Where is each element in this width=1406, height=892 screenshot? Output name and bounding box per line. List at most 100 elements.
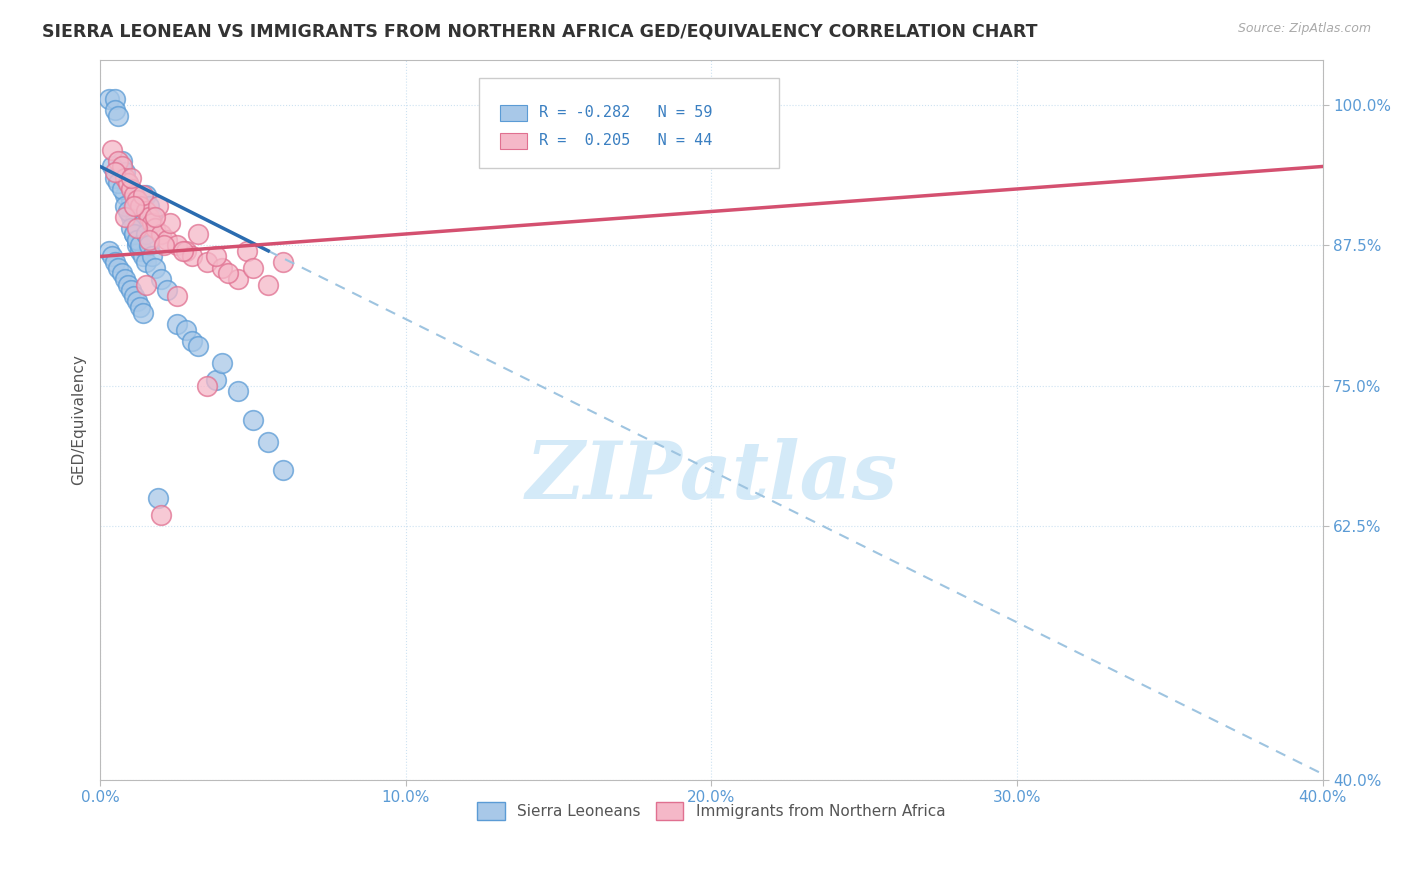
Point bbox=[135, 227, 157, 241]
Point bbox=[110, 160, 132, 174]
Point bbox=[166, 238, 188, 252]
Point bbox=[98, 244, 121, 258]
Point bbox=[166, 317, 188, 331]
Point bbox=[141, 250, 163, 264]
Text: R =  0.205   N = 44: R = 0.205 N = 44 bbox=[538, 133, 713, 148]
Point bbox=[104, 165, 127, 179]
Point bbox=[135, 255, 157, 269]
Text: ZIPatlas: ZIPatlas bbox=[526, 439, 897, 516]
Point bbox=[153, 238, 176, 252]
Point bbox=[107, 177, 129, 191]
Point bbox=[107, 260, 129, 275]
Legend: Sierra Leoneans, Immigrants from Northern Africa: Sierra Leoneans, Immigrants from Norther… bbox=[471, 796, 952, 826]
Point bbox=[125, 193, 148, 207]
Point bbox=[172, 244, 194, 258]
Point bbox=[148, 491, 170, 506]
Point bbox=[120, 210, 142, 224]
Point bbox=[156, 283, 179, 297]
Point bbox=[187, 227, 209, 241]
Point bbox=[122, 227, 145, 241]
Point bbox=[125, 233, 148, 247]
Point bbox=[117, 177, 139, 191]
Point bbox=[122, 216, 145, 230]
Bar bbox=[501, 133, 527, 149]
Point bbox=[117, 177, 139, 191]
Point bbox=[104, 103, 127, 118]
Point bbox=[120, 221, 142, 235]
Point bbox=[150, 227, 173, 241]
Point bbox=[273, 255, 295, 269]
Y-axis label: GED/Equivalency: GED/Equivalency bbox=[72, 354, 86, 485]
Point bbox=[104, 92, 127, 106]
Point bbox=[159, 216, 181, 230]
Point bbox=[242, 412, 264, 426]
Point bbox=[132, 187, 155, 202]
Point bbox=[128, 238, 150, 252]
Point bbox=[218, 266, 240, 280]
Text: SIERRA LEONEAN VS IMMIGRANTS FROM NORTHERN AFRICA GED/EQUIVALENCY CORRELATION CH: SIERRA LEONEAN VS IMMIGRANTS FROM NORTHE… bbox=[42, 22, 1038, 40]
Point bbox=[110, 182, 132, 196]
Point bbox=[122, 199, 145, 213]
Point bbox=[110, 153, 132, 168]
Point bbox=[236, 244, 259, 258]
Point bbox=[195, 379, 218, 393]
Point bbox=[120, 182, 142, 196]
Point bbox=[122, 227, 145, 241]
Point bbox=[114, 170, 136, 185]
Point bbox=[143, 221, 166, 235]
Point bbox=[107, 109, 129, 123]
Point bbox=[107, 153, 129, 168]
Point bbox=[98, 92, 121, 106]
Point bbox=[195, 255, 218, 269]
Point bbox=[101, 160, 124, 174]
Point bbox=[101, 250, 124, 264]
Point bbox=[128, 244, 150, 258]
Point bbox=[114, 272, 136, 286]
Point bbox=[125, 294, 148, 309]
Text: Source: ZipAtlas.com: Source: ZipAtlas.com bbox=[1237, 22, 1371, 36]
Point bbox=[125, 233, 148, 247]
Point bbox=[114, 199, 136, 213]
Point bbox=[122, 289, 145, 303]
Point bbox=[138, 199, 160, 213]
Point bbox=[211, 260, 233, 275]
Point bbox=[128, 199, 150, 213]
Point bbox=[125, 221, 148, 235]
Point bbox=[114, 210, 136, 224]
Point bbox=[273, 463, 295, 477]
Point bbox=[226, 384, 249, 399]
Point bbox=[125, 238, 148, 252]
Point bbox=[187, 339, 209, 353]
Point bbox=[205, 373, 228, 387]
Point bbox=[135, 204, 157, 219]
Point bbox=[117, 204, 139, 219]
Point bbox=[150, 508, 173, 523]
Point bbox=[120, 170, 142, 185]
Point bbox=[135, 277, 157, 292]
FancyBboxPatch shape bbox=[479, 78, 779, 168]
Point bbox=[132, 306, 155, 320]
Point bbox=[174, 244, 197, 258]
Point bbox=[117, 277, 139, 292]
Point bbox=[114, 187, 136, 202]
Point bbox=[143, 260, 166, 275]
Point bbox=[257, 277, 280, 292]
Point bbox=[138, 238, 160, 252]
Point bbox=[166, 289, 188, 303]
Point bbox=[114, 165, 136, 179]
Point bbox=[122, 187, 145, 202]
Point bbox=[141, 216, 163, 230]
Point bbox=[150, 272, 173, 286]
Point bbox=[174, 323, 197, 337]
Point bbox=[138, 210, 160, 224]
Point bbox=[242, 260, 264, 275]
Point bbox=[257, 435, 280, 450]
Point bbox=[226, 272, 249, 286]
Point bbox=[148, 199, 170, 213]
Point bbox=[120, 193, 142, 207]
Point bbox=[132, 250, 155, 264]
Point bbox=[101, 143, 124, 157]
Point bbox=[104, 255, 127, 269]
Point bbox=[135, 187, 157, 202]
Point bbox=[180, 250, 202, 264]
